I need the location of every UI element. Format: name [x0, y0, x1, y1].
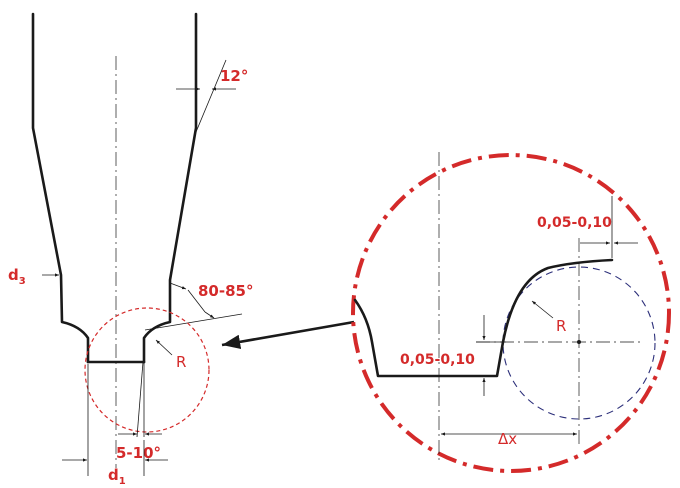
angle-side-label: 80-85°	[198, 282, 253, 300]
radius-construction-circle	[502, 266, 656, 420]
tol-top-dimension	[580, 196, 638, 258]
d3-label: d3	[8, 266, 26, 287]
angle-tip-label: 5-10°	[116, 444, 161, 462]
enlarged-profile	[353, 258, 614, 378]
tool-right-edge	[142, 12, 198, 364]
tol-bottom-label: 0,05-0,10	[400, 352, 475, 368]
angle-tip-construction	[118, 361, 162, 438]
radius-right-label: R	[556, 317, 566, 335]
tol-bottom-dimension	[476, 315, 506, 396]
tool-left-edge	[31, 12, 90, 364]
tol-top-label: 0,05-0,10	[537, 215, 612, 231]
detail-leader-arrow	[221, 320, 355, 350]
angle-80-construction	[144, 282, 243, 331]
tool-profile	[31, 12, 198, 364]
radius-right-arrow	[531, 300, 554, 319]
radius-left-arrow	[155, 339, 173, 356]
d1-label: d1	[108, 466, 126, 487]
radius-left-label: R	[176, 353, 186, 371]
detail-circle-small	[84, 307, 210, 433]
detail-circle-large	[351, 153, 671, 473]
angle-12-construction	[176, 58, 236, 133]
angle-top-label: 12°	[220, 67, 248, 85]
delta-x-label: Δx	[498, 430, 517, 448]
radius-center-point	[577, 340, 581, 344]
d1-dimension	[62, 364, 168, 476]
